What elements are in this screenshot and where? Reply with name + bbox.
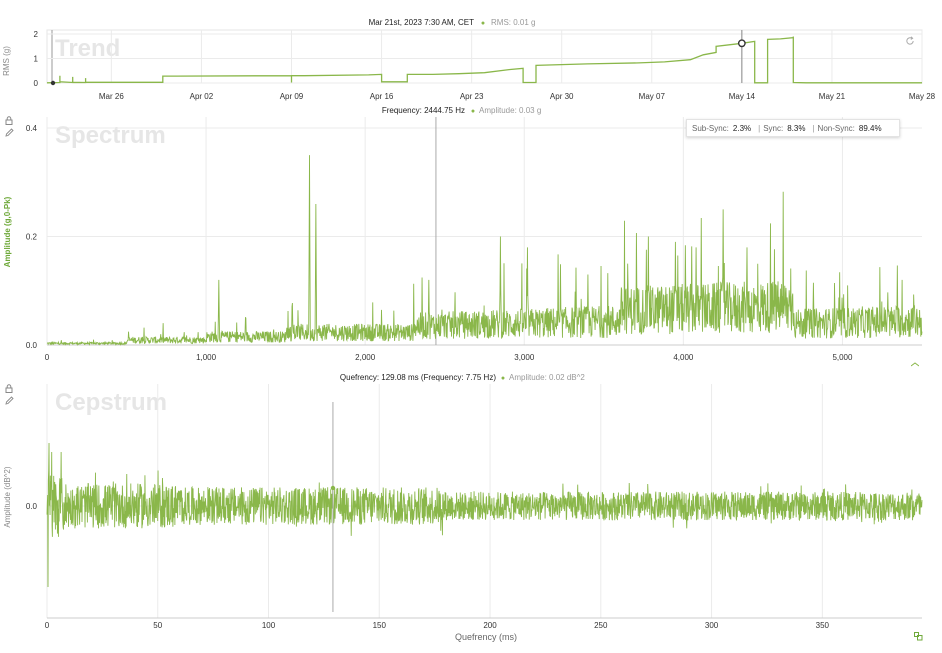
cepstrum-x-ticks: 0 50 100 150 200 250 300 350 — [45, 621, 830, 630]
trend-x-tick-label: Apr 16 — [370, 92, 394, 101]
spectrum-scroll-handle-icon[interactable] — [911, 362, 919, 367]
spectrum-lock-icon[interactable] — [5, 116, 13, 125]
trend-x-tick-label: Apr 23 — [460, 92, 484, 101]
spectrum-x-tick-label: 1,000 — [196, 353, 217, 362]
cepstrum-x-tick-label: 150 — [373, 621, 387, 630]
non-sync-label: Non-Sync: — [817, 123, 855, 133]
spectrum-watermark: Spectrum — [55, 122, 166, 149]
spectrum-x-tick-label: 2,000 — [355, 353, 376, 362]
spectrum-pencil-icon[interactable] — [5, 128, 14, 137]
trend-y-axis-title: RMS (g) — [2, 46, 11, 76]
cepstrum-x-tick-label: 50 — [153, 621, 162, 630]
spectrum-x-tick-label: 3,000 — [514, 353, 535, 362]
expand-icon[interactable] — [914, 632, 923, 641]
trend-cursor-value: RMS: 0.01 g — [491, 18, 535, 27]
trend-y-ticks: 0 1 2 — [34, 30, 39, 88]
cepstrum-x-tick-label: 200 — [483, 621, 497, 630]
sync-value: 8.3% — [787, 123, 806, 133]
trend-x-tick-label: Apr 09 — [280, 92, 304, 101]
cepstrum-cursor-label: Quefrency: 129.08 ms (Frequency: 7.75 Hz… — [340, 373, 496, 382]
spectrum-y-axis-title: Amplitude (g,0-Pk) — [3, 196, 12, 267]
cepstrum-lock-icon[interactable] — [5, 384, 13, 393]
trend-y-tick-label: 1 — [34, 55, 39, 64]
cepstrum-pencil-icon[interactable] — [5, 396, 14, 405]
trend-refresh-icon[interactable] — [905, 36, 915, 46]
cepstrum-series-line — [46, 442, 923, 588]
cepstrum-x-axis-title: Quefrency (ms) — [455, 632, 517, 642]
trend-series-bullet: ● — [481, 20, 485, 27]
cepstrum-watermark: Cepstrum — [55, 389, 167, 416]
cepstrum-x-tick-label: 350 — [816, 621, 830, 630]
cepstrum-y-tick-label: 0.0 — [26, 502, 38, 511]
trend-x-tick-label: Apr 02 — [190, 92, 214, 101]
spectrum-y-ticks: 0.0 0.2 0.4 — [26, 124, 38, 350]
sync-summary-box: Sub-Sync: 2.3% | Sync: 8.3% | Non-Sync: … — [686, 119, 900, 137]
spectrum-cursor-value: Amplitude: 0.03 g — [479, 106, 541, 115]
trend-y-tick-label: 0 — [34, 79, 39, 88]
trend-cursor-readout: Mar 21st, 2023 7:30 AM, CET ● RMS: 0.01 … — [369, 18, 536, 27]
sub-sync-value: 2.3% — [732, 123, 752, 133]
spectrum-cursor-readout: Frequency: 2444.75 Hz ● Amplitude: 0.03 … — [382, 106, 541, 115]
cepstrum-y-axis-title: Amplitude (dB^2) — [3, 466, 12, 527]
spectrum-y-tick-label: 0.4 — [26, 124, 38, 133]
trend-x-tick-label: May 28 — [909, 92, 936, 101]
spectrum-chart[interactable]: Spectrum Amplitude (g,0-Pk) 0.0 0.2 0.4 0 1… — [3, 106, 923, 362]
trend-x-tick-label: May 21 — [819, 92, 846, 101]
cepstrum-x-tick-label: 0 — [45, 621, 50, 630]
spectrum-grid — [46, 117, 922, 346]
trend-y-tick-label: 2 — [34, 30, 39, 39]
spectrum-series-line — [46, 155, 923, 346]
trend-x-ticks: Mar 26 Apr 02 Apr 09 Apr 16 Apr 23 Apr 30 May … — [99, 92, 936, 101]
trend-start-marker — [50, 80, 56, 86]
spectrum-y-tick-label: 0.2 — [26, 233, 38, 242]
trend-x-tick-label: Mar 26 — [99, 92, 124, 101]
sync-label: Sync: — [763, 123, 784, 133]
non-sync-value: 89.4% — [858, 123, 882, 133]
spectrum-x-ticks: 0 1,000 2,000 3,000 4,000 5,000 — [45, 353, 853, 362]
trend-cursor-marker[interactable] — [737, 39, 746, 48]
sync-separator: | — [812, 123, 815, 133]
cepstrum-x-tick-label: 300 — [705, 621, 719, 630]
trend-watermark: Trend — [55, 35, 120, 62]
trend-chart[interactable]: Trend RMS (g) 0 1 2 Mar 26 Apr 02 Apr 09 Apr … — [2, 18, 936, 101]
trend-x-tick-label: Apr 30 — [550, 92, 574, 101]
sub-sync-label: Sub-Sync: — [692, 123, 729, 133]
sync-separator: | — [758, 123, 761, 133]
spectrum-cursor-label: Frequency: 2444.75 Hz — [382, 106, 465, 115]
spectrum-x-tick-label: 0 — [45, 353, 50, 362]
trend-series-line — [46, 36, 922, 84]
trend-cursor-label: Mar 21st, 2023 7:30 AM, CET — [369, 18, 474, 27]
cepstrum-cursor-value: Amplitude: 0.02 dB^2 — [509, 373, 585, 382]
cepstrum-series-bullet: ● — [501, 375, 505, 382]
trend-x-tick-label: May 14 — [729, 92, 756, 101]
spectrum-x-tick-label: 5,000 — [832, 353, 853, 362]
cepstrum-cursor-marker[interactable] — [330, 485, 336, 491]
spectrum-x-tick-label: 4,000 — [673, 353, 694, 362]
cepstrum-x-tick-label: 100 — [262, 621, 276, 630]
cepstrum-y-ticks: 0.0 — [26, 502, 38, 511]
spectrum-y-tick-label: 0.0 — [26, 341, 38, 350]
cepstrum-x-tick-label: 250 — [594, 621, 608, 630]
spectrum-series-bullet: ● — [471, 108, 475, 115]
trend-x-tick-label: May 07 — [639, 92, 666, 101]
cepstrum-cursor-readout: Quefrency: 129.08 ms (Frequency: 7.75 Hz… — [340, 373, 585, 382]
cepstrum-chart[interactable]: Cepstrum Amplitude (dB^2) 0.0 0 50 100 150 2… — [3, 373, 923, 642]
